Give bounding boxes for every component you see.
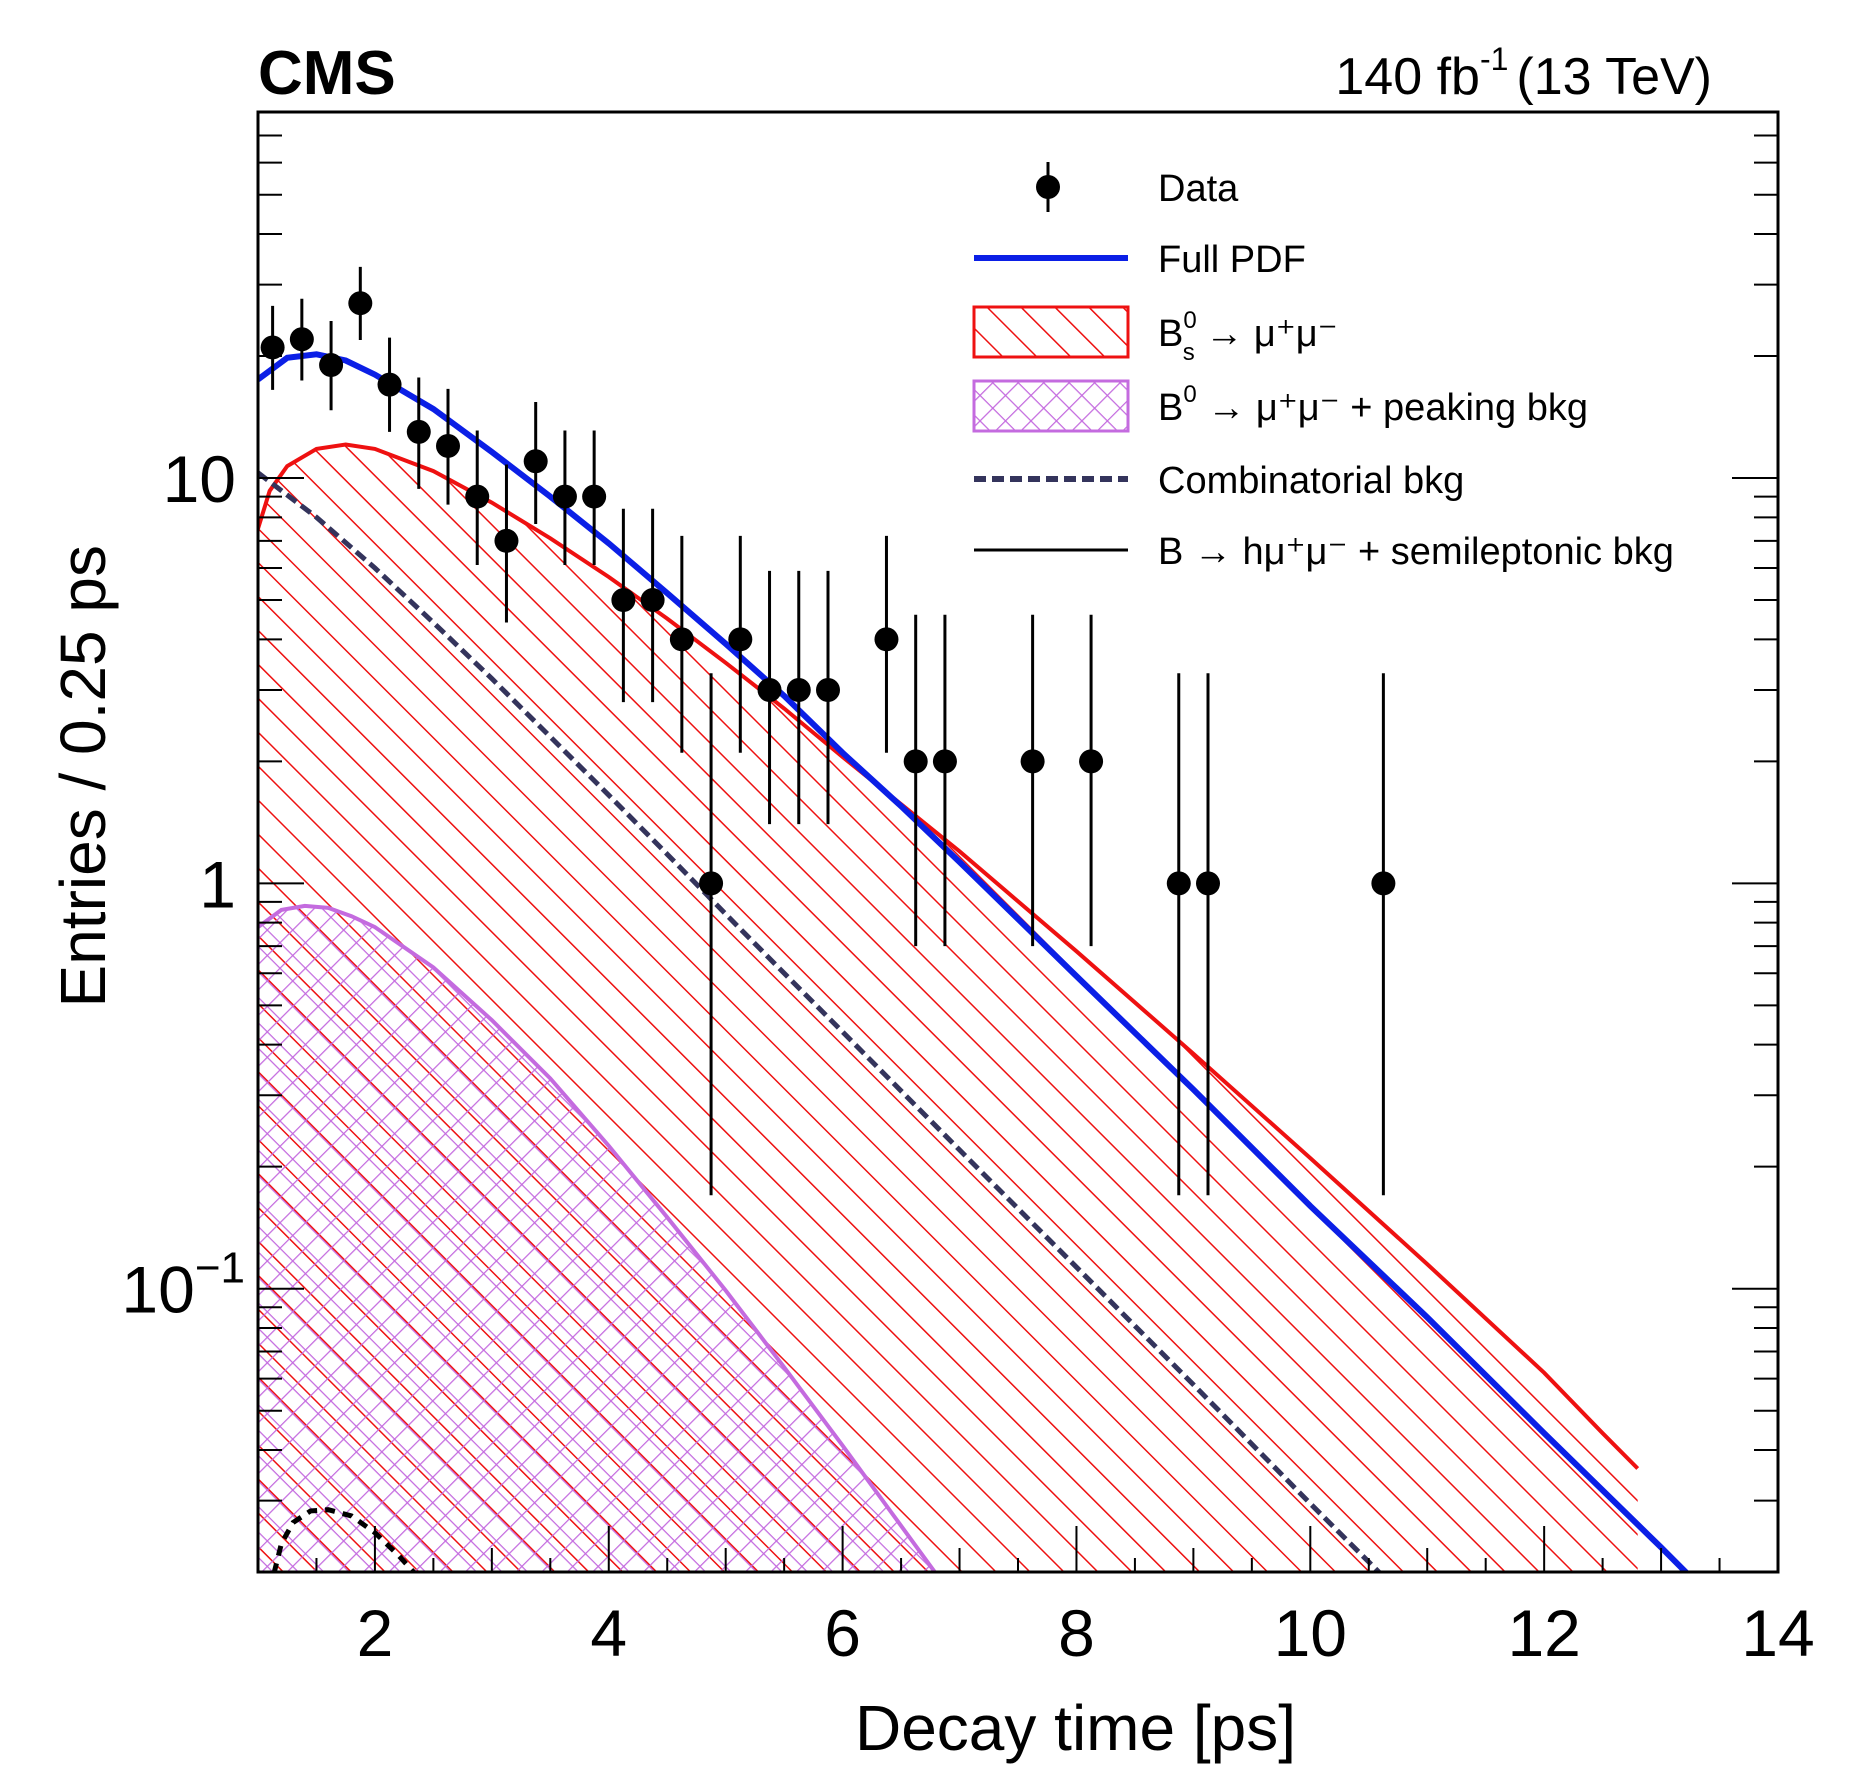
x-tick-label: 14 bbox=[1741, 1596, 1814, 1670]
data-point-marker bbox=[1020, 749, 1045, 774]
data-point bbox=[669, 535, 694, 753]
legend-entry-combinatorial: Combinatorial bkg bbox=[974, 460, 1464, 502]
data-point-marker bbox=[289, 327, 314, 352]
combinatorial-bkg-line bbox=[258, 470, 1383, 1572]
legend-bs-swatch bbox=[972, 305, 1130, 359]
data-point bbox=[786, 570, 811, 825]
legend-entry-semileptonic: B → hμ⁺μ⁻ + semileptonic bkg bbox=[974, 531, 1674, 573]
data-point bbox=[289, 298, 314, 381]
data-point-marker bbox=[874, 627, 899, 652]
legend-b0-label: B0 → μ⁺μ⁻ + peaking bkg bbox=[1158, 381, 1588, 429]
x-tick-label: 10 bbox=[1274, 1596, 1347, 1670]
data-point bbox=[1196, 673, 1220, 1196]
data-point-marker bbox=[494, 528, 519, 553]
data-point bbox=[1020, 614, 1045, 947]
data-point bbox=[348, 266, 373, 341]
full-pdf-line bbox=[258, 351, 1690, 1572]
data-point-marker bbox=[669, 627, 694, 652]
legend: Data Full PDF B0 s → μ⁺μ⁻ B0 → μ⁺μ⁻ + pea… bbox=[972, 162, 1674, 573]
legend-data-marker bbox=[1036, 175, 1060, 199]
data-point-marker bbox=[552, 484, 577, 509]
data-point bbox=[523, 402, 548, 525]
axis-tick-labels: 2 4 6 8 10 12 14 10−1 1 10 bbox=[121, 442, 1814, 1670]
data-point bbox=[377, 337, 402, 432]
legend-entry-data: Data bbox=[1036, 162, 1239, 212]
x-tick-label: 8 bbox=[1058, 1596, 1095, 1670]
x-tick-label: 6 bbox=[824, 1596, 861, 1670]
data-point-marker bbox=[1196, 871, 1220, 896]
experiment-label: CMS bbox=[258, 39, 396, 108]
data-point bbox=[932, 614, 957, 947]
data-point bbox=[816, 570, 840, 825]
data-point-marker bbox=[1079, 749, 1104, 774]
data-point-marker bbox=[465, 484, 490, 509]
data-point bbox=[552, 430, 577, 566]
data-point bbox=[260, 305, 285, 390]
legend-combinatorial-label: Combinatorial bkg bbox=[1158, 460, 1464, 502]
legend-bs-label: B0 s → μ⁺μ⁻ bbox=[1158, 307, 1338, 366]
legend-entry-full-pdf: Full PDF bbox=[974, 239, 1306, 281]
data-point bbox=[728, 535, 753, 753]
data-point-marker bbox=[786, 677, 811, 702]
data-point bbox=[611, 508, 636, 703]
y-tick-label: 10−1 bbox=[121, 1244, 245, 1327]
data-point-marker bbox=[903, 749, 928, 774]
legend-entry-bs: B0 s → μ⁺μ⁻ bbox=[972, 305, 1338, 366]
data-point bbox=[1371, 673, 1396, 1196]
x-axis-title: Decay time [ps] bbox=[855, 1692, 1296, 1764]
data-point-marker bbox=[699, 871, 724, 896]
data-point bbox=[640, 508, 665, 703]
axis-ticks bbox=[258, 111, 1778, 1573]
data-point bbox=[1166, 673, 1191, 1196]
data-points bbox=[260, 266, 1396, 1196]
data-point bbox=[494, 464, 519, 623]
data-point bbox=[406, 377, 431, 489]
legend-semileptonic-label: B → hμ⁺μ⁻ + semileptonic bkg bbox=[1158, 531, 1674, 573]
b0-peaking-bkg-area bbox=[258, 905, 1018, 1572]
data-point-marker bbox=[406, 419, 431, 444]
data-point-marker bbox=[260, 335, 285, 360]
data-point-marker bbox=[436, 433, 460, 458]
data-point-marker bbox=[319, 353, 344, 378]
luminosity-label: 140 fb-1 (13 TeV) bbox=[1335, 41, 1712, 106]
data-point-marker bbox=[523, 449, 548, 474]
data-point-marker bbox=[640, 588, 665, 613]
legend-b0-swatch bbox=[972, 379, 1130, 433]
data-point bbox=[874, 535, 899, 753]
legend-full-pdf-label: Full PDF bbox=[1158, 239, 1306, 281]
data-point-marker bbox=[932, 749, 957, 774]
data-point-marker bbox=[611, 588, 636, 613]
data-point bbox=[436, 388, 460, 505]
data-point-marker bbox=[1166, 871, 1191, 896]
data-point-marker bbox=[1371, 871, 1396, 896]
b-h-semileptonic-bkg-line bbox=[271, 1507, 417, 1572]
data-point-marker bbox=[582, 484, 607, 509]
y-tick-label: 1 bbox=[199, 847, 236, 921]
y-tick-label: 10 bbox=[163, 442, 236, 516]
data-point bbox=[757, 570, 782, 825]
data-point bbox=[903, 614, 928, 947]
bs0-outline bbox=[258, 442, 1640, 1470]
data-point-marker bbox=[816, 677, 840, 702]
data-point bbox=[319, 321, 344, 411]
x-tick-label: 2 bbox=[357, 1596, 394, 1670]
legend-data-label: Data bbox=[1158, 168, 1239, 210]
x-tick-label: 12 bbox=[1507, 1596, 1580, 1670]
y-axis-title: Entries / 0.25 ps bbox=[47, 545, 119, 1007]
data-point bbox=[699, 673, 724, 1196]
data-point bbox=[465, 430, 490, 566]
data-point-marker bbox=[757, 677, 782, 702]
data-point-marker bbox=[377, 372, 402, 397]
data-point-marker bbox=[728, 627, 753, 652]
legend-entry-b0: B0 → μ⁺μ⁻ + peaking bkg bbox=[972, 379, 1588, 433]
b0-peaking-bkg-outline bbox=[258, 903, 938, 1572]
data-point bbox=[582, 430, 607, 566]
data-point bbox=[1079, 614, 1104, 947]
x-tick-label: 4 bbox=[590, 1596, 627, 1670]
data-point-marker bbox=[348, 291, 373, 316]
plot-area bbox=[258, 351, 1690, 1572]
